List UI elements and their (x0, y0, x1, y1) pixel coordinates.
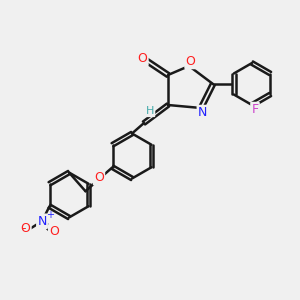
Text: O: O (94, 171, 104, 184)
Text: N: N (37, 215, 47, 228)
Text: O: O (21, 222, 31, 235)
Text: +: + (46, 210, 55, 220)
Text: H: H (146, 106, 154, 116)
Text: O: O (49, 225, 59, 238)
Text: N: N (198, 106, 207, 119)
Text: O: O (186, 55, 195, 68)
Text: F: F (251, 103, 259, 116)
Text: O: O (138, 52, 147, 65)
Text: -: - (21, 222, 26, 235)
